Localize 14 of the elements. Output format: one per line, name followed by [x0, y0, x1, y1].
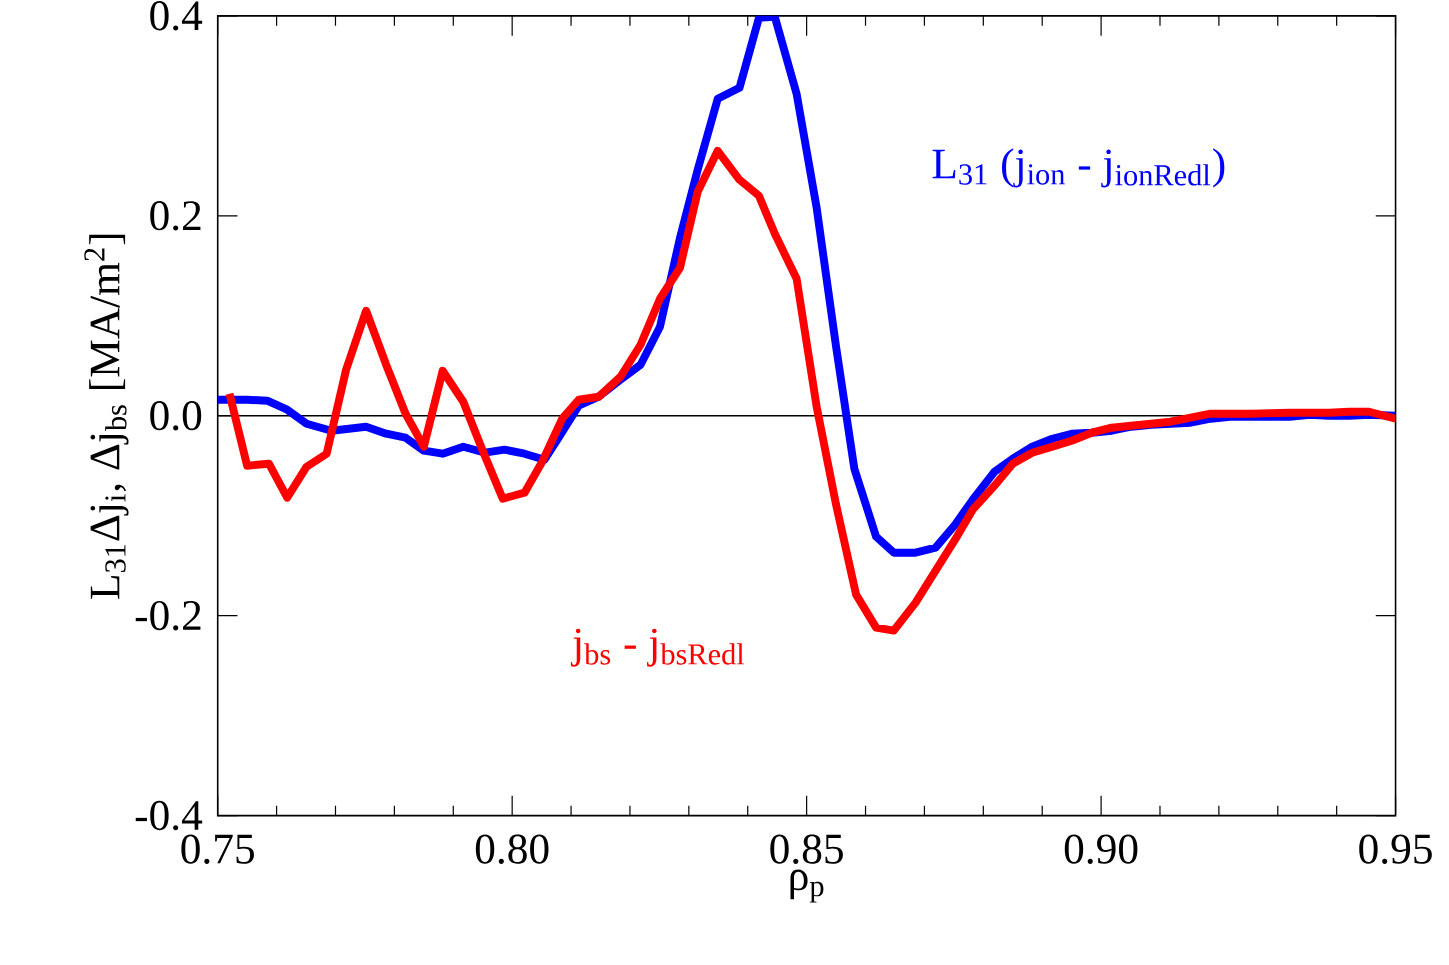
x-tick-label: 0.85 [770, 834, 843, 864]
y-tick-label: -0.2 [135, 600, 201, 631]
y-tick-label: 0.0 [150, 400, 202, 431]
y-tick-label: 0.2 [150, 201, 201, 231]
x-tick-label: 0.90 [1064, 834, 1138, 864]
y-tick-label: 0.4 [150, 1, 203, 31]
x-tick-label: 0.75 [181, 834, 254, 864]
y-tick-label: -0.4 [135, 800, 203, 831]
text: j$_{bs}$ - j$_{bsRedl}$ [570, 628, 745, 667]
text: L$_{31}$ (j$_{ion}$ - j$_{ionRedl}$) [932, 148, 1225, 188]
text: L$_{31}$Δj$_{i}$, Δj$_{bs}$ [MA/m$^{2}$] [84, 234, 129, 599]
x-axis-title: ρ$_{p}$ [790, 869, 824, 903]
x-tick-label: 0.80 [475, 834, 549, 864]
x-tick-label: 0.95 [1359, 834, 1432, 864]
